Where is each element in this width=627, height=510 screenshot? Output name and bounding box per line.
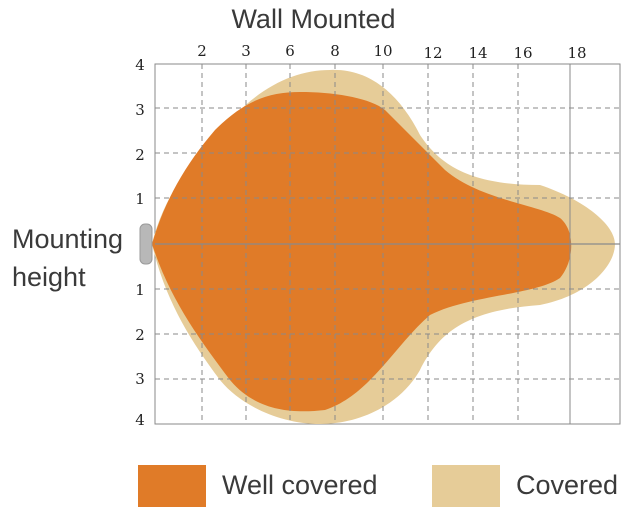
x-tick-label: 2: [197, 42, 207, 60]
y-tick-label: 2: [135, 146, 145, 164]
x-tick-label: 8: [330, 42, 340, 60]
mounting-height-line2: height: [12, 262, 86, 292]
mounting-height-label: Mounting height: [12, 220, 123, 296]
grid-horizontal: [155, 107, 620, 380]
x-tick-label: 10: [373, 42, 393, 60]
legend-swatch-well-covered: [138, 465, 206, 507]
y-tick-label: 4: [135, 56, 145, 74]
y-tick-label: 3: [135, 101, 145, 119]
y-tick-label: 1: [135, 281, 145, 299]
chart-title: Wall Mounted: [231, 4, 396, 34]
y-tick-label: 4: [135, 411, 145, 429]
y-tick-label: 2: [135, 326, 145, 344]
wall-fixture-icon: [139, 223, 153, 265]
mounting-height-line1: Mounting: [12, 224, 124, 254]
x-tick-label: 3: [241, 42, 251, 60]
legend-swatch-covered: [432, 465, 500, 507]
legend-label-covered: Covered: [516, 470, 619, 500]
x-tick-label: 6: [285, 42, 295, 60]
x-tick-label: 14: [468, 44, 488, 62]
y-tick-label: 1: [135, 190, 145, 208]
x-tick-label: 12: [423, 44, 443, 62]
well-covered-area: [152, 92, 572, 412]
y-tick-label: 3: [135, 370, 145, 388]
x-tick-label: 16: [513, 44, 533, 62]
x-tick-label: 18: [567, 44, 587, 62]
legend-label-well-covered: Well covered: [222, 470, 378, 500]
